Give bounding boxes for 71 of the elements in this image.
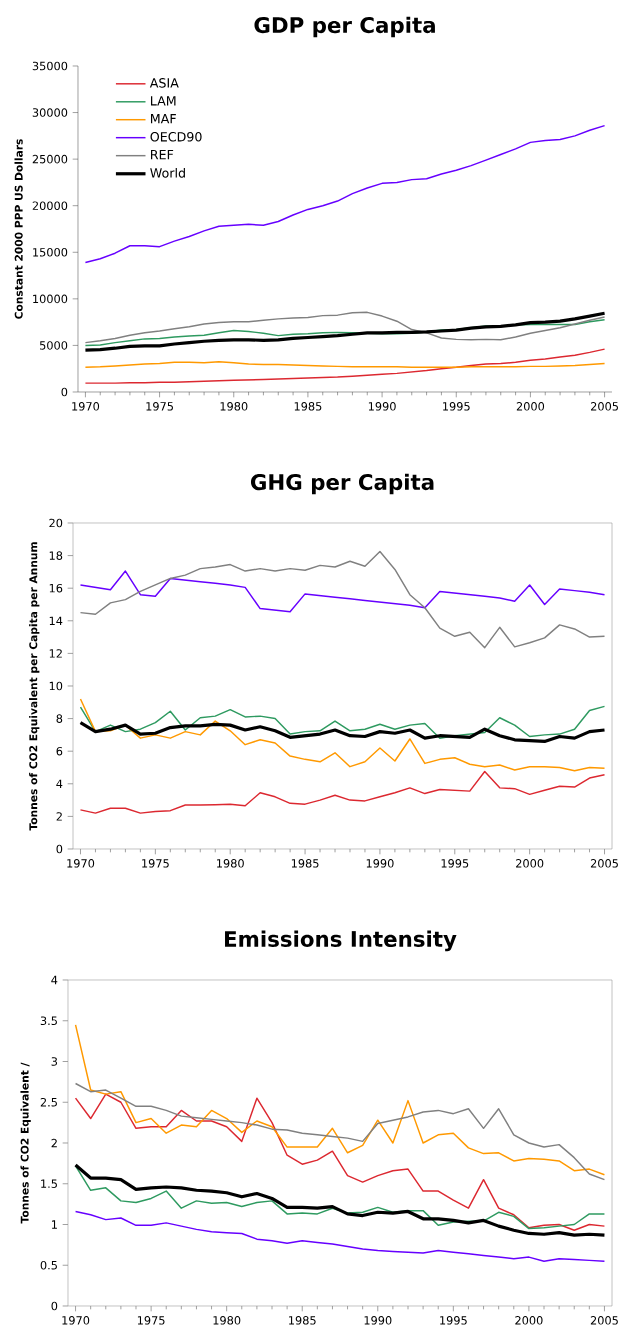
y-axis-title: Tonnes of CO2 Equivalent / xyxy=(20,1062,31,1224)
x-tick-label: 1990 xyxy=(366,859,394,868)
line-series xyxy=(74,1210,606,1262)
y-tick-label: 4 xyxy=(51,975,58,985)
x-tick-label: 1980 xyxy=(220,402,248,411)
y-tick-label: 25000 xyxy=(32,154,68,164)
y-tick-label: 30000 xyxy=(32,108,68,117)
y-axis-title: Constant 2000 PPP US Dollars xyxy=(14,139,23,319)
legend-label: World xyxy=(150,167,185,178)
x-tick-label: 2005 xyxy=(590,859,618,868)
x-tick-label: 1985 xyxy=(289,1316,316,1325)
y-tick-label: 35000 xyxy=(32,61,68,71)
y-tick-label: 10000 xyxy=(33,294,68,304)
x-tick-label: 2005 xyxy=(590,1316,618,1325)
chart-title: Emissions Intensity xyxy=(225,930,457,952)
x-tick-label: 1975 xyxy=(142,859,169,868)
x-tick-label: 1995 xyxy=(443,402,470,411)
y-tick-label: 15000 xyxy=(33,247,68,257)
x-tick-label: 1975 xyxy=(146,402,173,411)
y-tick-label: 0 xyxy=(51,1301,58,1311)
x-tick-label: 2000 xyxy=(516,859,544,868)
x-tick-label: 1970 xyxy=(67,859,95,868)
line-series xyxy=(74,1093,606,1231)
y-tick-label: 3 xyxy=(51,1057,58,1066)
y-tick-label: 14 xyxy=(49,616,63,625)
legend-label: REF xyxy=(151,150,174,160)
y-tick-label: 10 xyxy=(49,681,63,691)
x-tick-label: 1975 xyxy=(137,1316,165,1325)
line-series xyxy=(83,311,607,352)
x-tick-label: 1980 xyxy=(217,859,244,868)
line-series xyxy=(84,124,606,264)
x-tick-label: 1970 xyxy=(72,402,100,411)
y-tick-label: 1.5 xyxy=(41,1179,57,1188)
x-tick-label: 1995 xyxy=(440,1316,467,1325)
y-tick-label: 6 xyxy=(56,746,63,756)
legend-label: LAM xyxy=(151,96,176,106)
y-axis-title: Tonnes of CO2 Equivalent per Capita per Annum xyxy=(29,542,40,831)
y-tick-label: 2.5 xyxy=(40,1097,57,1107)
line-series xyxy=(74,1082,606,1181)
y-tick-label: 16 xyxy=(49,583,63,593)
y-tick-label: 20000 xyxy=(32,201,68,210)
y-tick-label: 3.5 xyxy=(40,1016,57,1026)
line-series xyxy=(79,698,606,772)
y-tick-label: 0 xyxy=(56,844,63,854)
y-tick-label: 2 xyxy=(51,1138,57,1148)
chart-title: GHG per Capita xyxy=(250,473,434,495)
x-tick-label: 1995 xyxy=(441,859,469,868)
x-tick-label: 2005 xyxy=(591,402,618,411)
y-tick-label: 12 xyxy=(49,649,62,658)
y-tick-label: 5000 xyxy=(40,341,68,350)
x-tick-label: 1990 xyxy=(368,402,396,411)
legend-label: ASIA xyxy=(149,78,179,88)
y-tick-label: 4 xyxy=(56,779,63,788)
y-tick-label: 20 xyxy=(49,518,63,528)
y-tick-label: 0 xyxy=(61,387,68,397)
x-tick-label: 1985 xyxy=(294,402,322,411)
y-tick-label: 0.5 xyxy=(40,1260,57,1270)
y-tick-label: 1 xyxy=(52,1220,57,1229)
x-tick-label: 1985 xyxy=(291,859,319,868)
chart-title: GDP per Capita xyxy=(254,16,435,38)
legend-label: OECD90 xyxy=(150,131,202,142)
x-tick-label: 1980 xyxy=(213,1316,241,1325)
y-tick-label: 18 xyxy=(49,551,63,560)
y-tick-label: 8 xyxy=(56,714,63,723)
x-tick-label: 2000 xyxy=(516,402,545,411)
legend-label: MAF xyxy=(151,114,176,124)
x-tick-label: 1990 xyxy=(364,1316,392,1325)
line-series xyxy=(84,311,606,344)
x-tick-label: 2000 xyxy=(515,1316,543,1325)
y-tick-label: 2 xyxy=(56,812,62,821)
x-tick-label: 1970 xyxy=(62,1316,90,1325)
